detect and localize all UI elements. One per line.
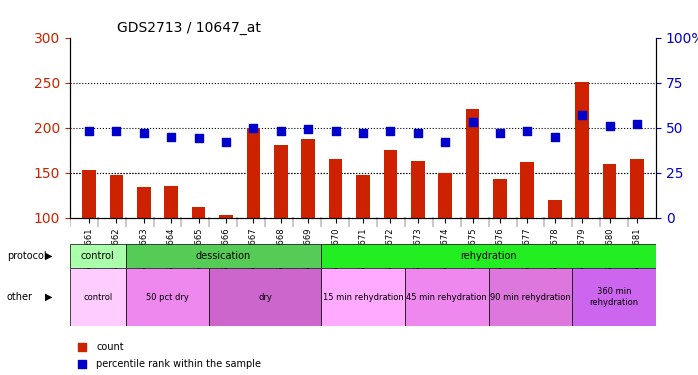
Point: [193, 135, 204, 141]
Bar: [548, 200, 562, 217]
Bar: [137, 187, 151, 218]
Text: control: control: [83, 292, 112, 302]
Bar: [192, 207, 205, 218]
Bar: [383, 150, 397, 217]
Point: [221, 139, 232, 145]
Text: rehydration: rehydration: [460, 251, 517, 261]
Text: percentile rank within the sample: percentile rank within the sample: [96, 359, 261, 369]
Point: [330, 128, 341, 134]
Point: [440, 139, 451, 145]
Text: 15 min rehydration: 15 min rehydration: [322, 292, 403, 302]
Bar: [493, 179, 507, 218]
Bar: [274, 145, 288, 218]
Point: [604, 123, 615, 129]
Text: dry: dry: [258, 292, 272, 302]
FancyBboxPatch shape: [405, 268, 489, 326]
Bar: [110, 175, 124, 217]
Text: protocol: protocol: [7, 251, 47, 261]
FancyBboxPatch shape: [126, 244, 321, 268]
Point: [357, 130, 369, 136]
Point: [385, 128, 396, 134]
Point: [464, 128, 475, 134]
Text: count: count: [96, 342, 124, 352]
FancyBboxPatch shape: [572, 268, 656, 326]
Point: [83, 128, 94, 134]
FancyBboxPatch shape: [489, 268, 572, 326]
Text: control: control: [81, 251, 114, 261]
Bar: [246, 128, 260, 217]
Point: [464, 281, 475, 287]
Text: other: other: [7, 292, 33, 302]
Text: 360 min
rehydration: 360 min rehydration: [590, 288, 639, 307]
FancyBboxPatch shape: [321, 244, 656, 268]
Point: [248, 124, 259, 130]
Point: [111, 128, 122, 134]
FancyBboxPatch shape: [209, 268, 321, 326]
FancyBboxPatch shape: [126, 268, 209, 326]
Bar: [438, 172, 452, 217]
Point: [467, 119, 478, 125]
Point: [549, 134, 560, 140]
Text: 90 min rehydration: 90 min rehydration: [490, 292, 571, 302]
Text: 50 pct dry: 50 pct dry: [146, 292, 189, 302]
Bar: [82, 170, 96, 217]
Text: ▶: ▶: [45, 292, 53, 302]
Point: [522, 128, 533, 134]
Text: ▶: ▶: [45, 251, 53, 261]
Point: [632, 121, 643, 127]
Point: [413, 130, 424, 136]
Text: 45 min rehydration: 45 min rehydration: [406, 292, 487, 302]
Bar: [219, 215, 233, 217]
Text: dessication: dessication: [195, 251, 251, 261]
Point: [302, 126, 313, 132]
Point: [165, 134, 177, 140]
FancyBboxPatch shape: [70, 268, 126, 326]
Bar: [575, 82, 589, 218]
Point: [494, 130, 505, 136]
Bar: [521, 162, 534, 218]
FancyBboxPatch shape: [321, 268, 405, 326]
Point: [577, 112, 588, 118]
Bar: [466, 109, 480, 217]
FancyBboxPatch shape: [70, 244, 126, 268]
Point: [275, 128, 286, 134]
Text: GDS2713 / 10647_at: GDS2713 / 10647_at: [117, 21, 260, 35]
Bar: [356, 175, 370, 217]
Bar: [602, 164, 616, 218]
Bar: [630, 159, 644, 218]
Bar: [411, 161, 424, 218]
Bar: [329, 159, 343, 218]
Bar: [164, 186, 178, 218]
Point: [138, 130, 149, 136]
Bar: [302, 139, 315, 218]
